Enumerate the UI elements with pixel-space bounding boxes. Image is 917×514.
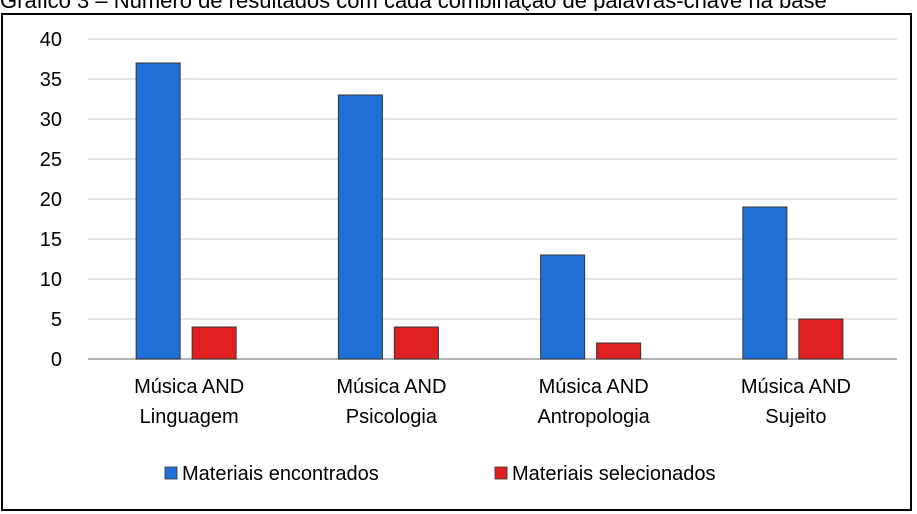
y-tick-label: 5	[51, 309, 62, 331]
x-category-label: Antropologia	[537, 406, 650, 428]
x-category-label: Música AND	[539, 376, 649, 398]
y-axis-ticks: 0 5 10 15 20 25 30 35 40	[40, 29, 62, 371]
x-category-label: Sujeito	[765, 406, 826, 428]
y-tick-label: 35	[40, 69, 62, 91]
bar-materiais-selecionados	[597, 343, 641, 359]
y-tick-label: 25	[40, 149, 62, 171]
bar-materiais-selecionados	[799, 319, 843, 359]
bar-materiais-encontrados	[743, 207, 787, 359]
bar-materiais-selecionados	[192, 327, 236, 359]
legend: Materiais encontrados Materiais seleciona…	[165, 463, 715, 485]
y-tick-label: 20	[40, 189, 62, 211]
x-category-label: Música AND	[134, 376, 244, 398]
bar-materiais-selecionados	[394, 327, 438, 359]
y-tick-label: 40	[40, 29, 62, 51]
x-category-label: Linguagem	[140, 406, 239, 428]
x-category-label: Psicologia	[346, 406, 438, 428]
bars	[136, 63, 843, 359]
y-tick-label: 15	[40, 229, 62, 251]
bar-materiais-encontrados	[338, 95, 382, 359]
x-axis-labels: Música AND Linguagem Música AND Psicologia M…	[134, 376, 851, 428]
bar-materiais-encontrados	[541, 255, 585, 359]
y-tick-label: 0	[51, 349, 62, 371]
legend-label: Materiais encontrados	[182, 463, 379, 485]
y-tick-label: 10	[40, 269, 62, 291]
y-tick-label: 30	[40, 109, 62, 131]
x-category-label: Música AND	[336, 376, 446, 398]
legend-swatch	[495, 467, 507, 479]
x-category-label: Música AND	[741, 376, 851, 398]
bar-materiais-encontrados	[136, 63, 180, 359]
legend-swatch	[165, 467, 177, 479]
legend-label: Materiais selecionados	[512, 463, 715, 485]
